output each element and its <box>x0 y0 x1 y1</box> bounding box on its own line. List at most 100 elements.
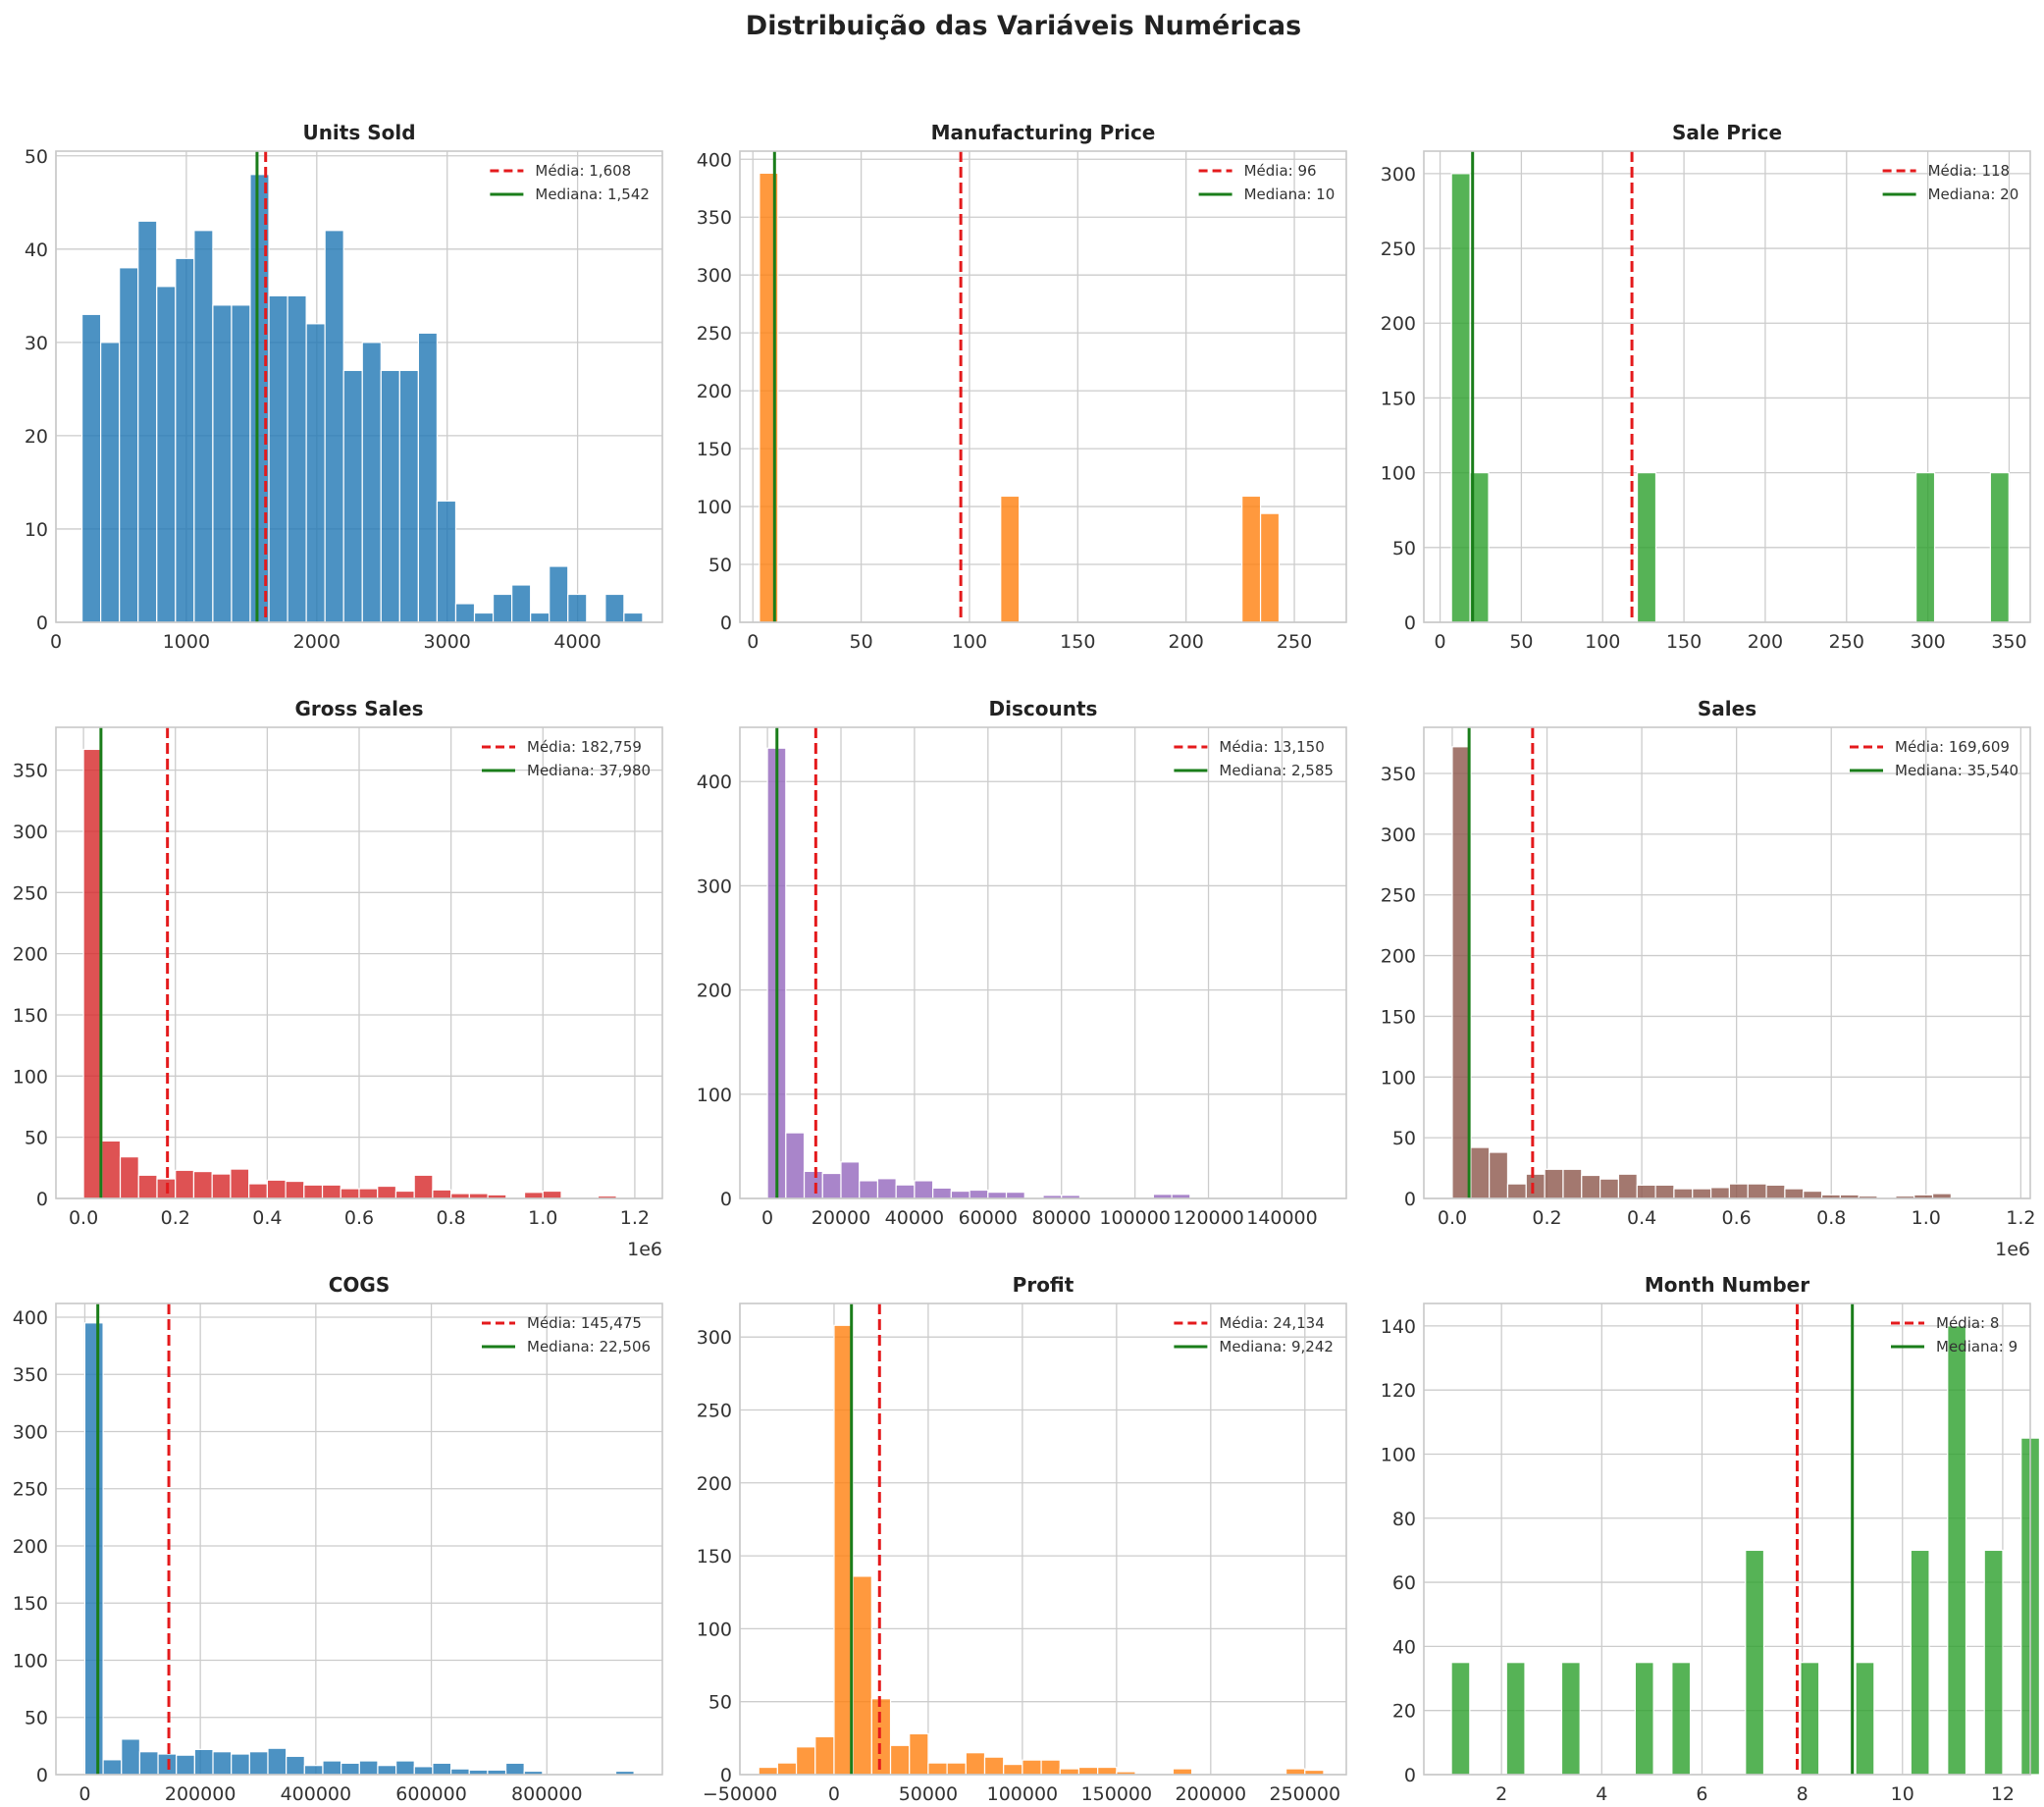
legend-median-label: Mediana: 2,585 <box>1219 762 1334 779</box>
histogram-bar <box>267 1747 288 1776</box>
y-tick-label: 350 <box>1381 764 1416 785</box>
y-tick-label: 250 <box>1381 239 1416 260</box>
x-tick-label: 300 <box>1910 631 1945 653</box>
histogram-bar <box>1671 1662 1692 1776</box>
x-tick-label: 200000 <box>165 1783 236 1805</box>
y-tick-label: 140 <box>1381 1316 1416 1338</box>
histogram-bar <box>1059 1768 1080 1776</box>
histogram-bar <box>156 286 177 623</box>
histogram-bar <box>895 1184 916 1199</box>
figure-title: Distribuição das Variáveis Numéricas <box>746 11 1301 41</box>
histogram-bar <box>523 1192 544 1199</box>
y-tick-label: 300 <box>13 1421 48 1443</box>
y-tick-label: 150 <box>13 1005 48 1027</box>
x-tick-label: 100000 <box>1099 1207 1171 1229</box>
histogram-bar <box>983 1756 1005 1776</box>
x-tick-label: 600000 <box>395 1783 467 1805</box>
histogram-bar <box>83 1322 104 1776</box>
histogram-bar <box>303 1765 324 1776</box>
histogram-bar <box>454 603 476 623</box>
y-tick-label: 150 <box>1381 1006 1416 1028</box>
x-tick-label: 0.6 <box>1722 1207 1752 1229</box>
histogram-bar <box>1489 1151 1509 1199</box>
histogram-bars <box>82 748 617 1199</box>
histogram-bar <box>1450 173 1471 623</box>
x-tick-label: 0.8 <box>1816 1207 1846 1229</box>
histogram-bar <box>1983 1549 2004 1776</box>
x-tick-label: 350 <box>1991 631 2026 653</box>
panel-title: Sales <box>1698 697 1756 720</box>
histogram-bar <box>909 1732 929 1776</box>
y-tick-label: 250 <box>1381 885 1416 907</box>
y-tick-label: 0 <box>1404 1189 1416 1210</box>
histogram-bar <box>1077 1766 1099 1776</box>
histogram-bar <box>914 1180 934 1199</box>
x-tick-label: 6 <box>1696 1783 1707 1805</box>
histogram-bar <box>193 230 214 623</box>
histogram-bar <box>1599 1178 1620 1199</box>
histogram-bar <box>377 1185 397 1199</box>
y-tick-label: 300 <box>697 265 732 287</box>
panel-gross-sales: Gross Sales 0.0 0.2 0.4 0.6 0.8 1.0 1.2 0 50 100 15… <box>13 697 663 1260</box>
histogram-bar <box>321 1184 341 1199</box>
x-tick-label: 2 <box>1495 1783 1507 1805</box>
y-tick-label: 30 <box>25 333 48 354</box>
y-tick-label: 150 <box>13 1593 48 1615</box>
x-tick-label: 12 <box>1991 1783 2015 1805</box>
histogram-bars <box>766 747 1191 1199</box>
panel-title: Profit <box>1013 1273 1074 1297</box>
legend-median-label: Mediana: 10 <box>1244 186 1336 203</box>
histogram-bar <box>927 1762 948 1776</box>
histogram-bar <box>1003 1763 1023 1776</box>
x-tick-label: 3000 <box>424 631 471 653</box>
histogram-bar <box>432 1762 452 1776</box>
plot-frame <box>739 1302 1347 1776</box>
legend-mean-label: Média: 13,150 <box>1219 738 1324 756</box>
histogram-bars <box>759 172 1281 623</box>
histogram-bar <box>876 1178 897 1199</box>
y-tick-label: 300 <box>1381 164 1416 186</box>
histogram-bar <box>1617 1173 1638 1199</box>
histogram-bar <box>946 1762 967 1776</box>
y-tick-label: 350 <box>697 207 732 229</box>
histogram-bar <box>137 1174 158 1199</box>
histogram-bar <box>1284 1768 1306 1776</box>
histogram-bar <box>492 593 513 623</box>
panel-cogs: COGS 0 200000 400000 600000 800000 0 50 100 150 20… <box>13 1273 663 1805</box>
histogram-bar <box>1800 1662 1820 1776</box>
panel-sale-price: Sale Price 0 50 100 150 200 250 300 350 0 50 100 150… <box>1381 121 2031 653</box>
histogram-bar <box>1634 1662 1654 1776</box>
histogram-bar <box>192 1170 213 1199</box>
histogram-bar <box>1040 1759 1061 1776</box>
x-tick-label: 140000 <box>1246 1207 1318 1229</box>
legend-mean-label: Média: 8 <box>1936 1314 1999 1332</box>
histogram-bar <box>286 1755 305 1776</box>
y-tick-label: 100 <box>13 1066 48 1088</box>
histogram-bar <box>138 1751 159 1776</box>
panel-title: Discounts <box>989 697 1098 720</box>
histogram-bars <box>1450 1325 2041 1776</box>
histogram-bar <box>567 593 588 623</box>
legend: Média: 24,134 Mediana: 9,242 <box>1174 1314 1334 1355</box>
x-tick-label: 1.2 <box>620 1207 650 1229</box>
y-tick-label: 200 <box>697 1473 732 1495</box>
legend: Média: 96 Mediana: 10 <box>1198 162 1336 203</box>
legend: Média: 145,475 Mediana: 22,506 <box>482 1314 651 1355</box>
y-tick-label: 250 <box>13 1479 48 1501</box>
histogram-bar <box>1005 1192 1025 1199</box>
x-tick-label: 0.4 <box>252 1207 282 1229</box>
y-tick-label: 300 <box>1381 824 1416 846</box>
histogram-bar <box>969 1189 989 1199</box>
histogram-bar <box>1259 512 1281 623</box>
histogram-bar <box>303 1184 324 1199</box>
histogram-bar <box>511 584 532 623</box>
histogram-bar <box>1636 472 1657 623</box>
x-tick-label: 0.8 <box>437 1207 466 1229</box>
histogram-bar <box>377 1765 397 1776</box>
histogram-bar <box>157 1753 178 1776</box>
x-tick-label: 400000 <box>281 1783 352 1805</box>
histogram-bar <box>776 1762 798 1776</box>
x-tick-label: 100 <box>1585 631 1620 653</box>
x-tick-label: 50 <box>850 631 873 653</box>
